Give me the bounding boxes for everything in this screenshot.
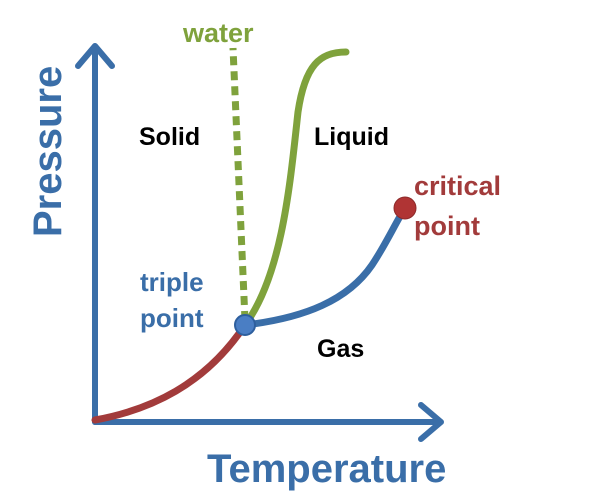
boiling-curve: [241, 204, 409, 329]
critical-point-label-line1: critical: [414, 171, 501, 201]
gas-region-label: Gas: [317, 335, 364, 363]
y-axis-label: Pressure: [26, 66, 70, 237]
x-axis-arrowhead: [418, 402, 444, 442]
solid-region-label: Solid: [139, 123, 200, 151]
triple-point-marker: [234, 314, 256, 336]
liquid-region-label: Liquid: [314, 123, 389, 151]
y-axis-arrowhead: [75, 43, 115, 69]
water-label: water: [182, 18, 254, 48]
melting-curve: [241, 48, 350, 329]
critical-point-label-line2: point: [414, 211, 480, 241]
triple-point-label-line1: triple: [140, 267, 204, 297]
critical-point-marker: [393, 196, 417, 220]
x-axis-label: Temperature: [207, 447, 446, 491]
sublimation-curve: [91, 321, 249, 424]
water-melting-curve: [229, 47, 249, 321]
triple-point-label-line2: point: [140, 303, 204, 333]
